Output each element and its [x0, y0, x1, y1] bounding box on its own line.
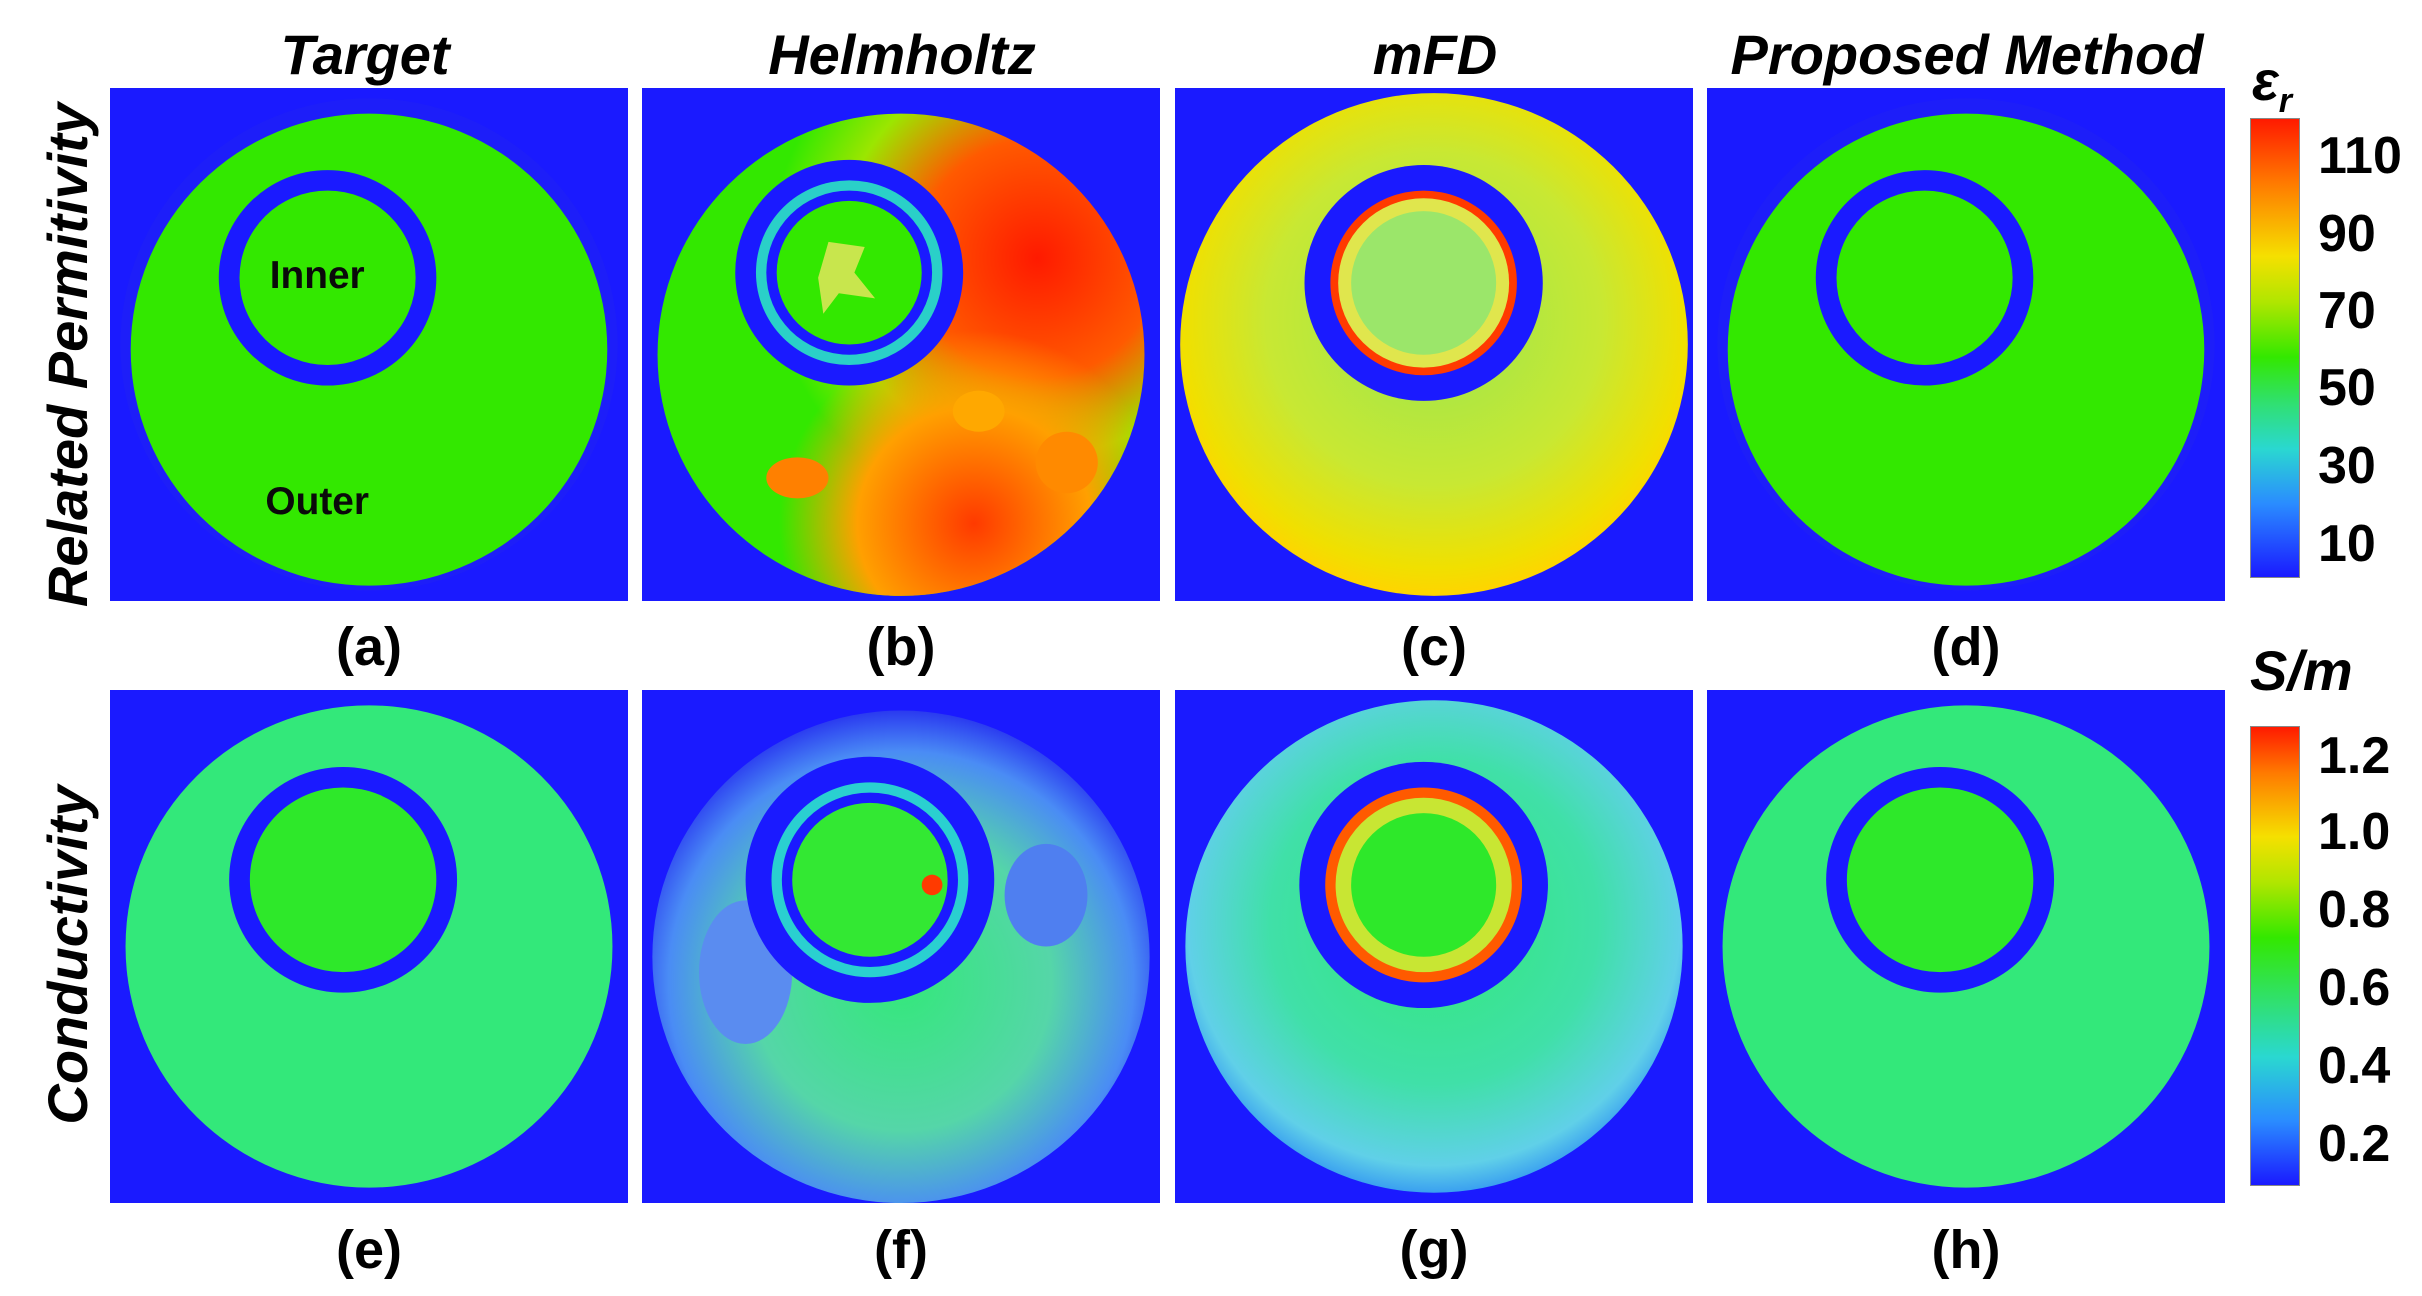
row-label-permittivity: Related Permitivity	[36, 102, 99, 608]
panel-label-a: (a)	[336, 617, 402, 677]
colorbar-tick: 1.2	[2318, 727, 2391, 785]
colorbar-title-subscript: r	[2278, 82, 2293, 121]
colorbar-tick: 0.2	[2318, 1115, 2391, 1173]
panel-b-helmholtz-permittivity	[642, 88, 1160, 601]
colorbar-title-symbol: ε	[2252, 49, 2279, 112]
column-title-proposed: Proposed Method	[1730, 23, 2204, 86]
colorbar-tick: 90	[2318, 205, 2376, 263]
panel-label-h: (h)	[1931, 1220, 2001, 1280]
panel-label-g: (g)	[1399, 1220, 1469, 1280]
colorbar-permittivity	[2250, 118, 2300, 578]
region-label-outer: Outer	[265, 480, 369, 523]
panel-label-d: (d)	[1931, 617, 2001, 677]
colorbar-title-conductivity: S/m	[2250, 639, 2353, 702]
panel-d-proposed-permittivity	[1707, 88, 2225, 601]
colorbar-tick: 0.4	[2318, 1037, 2391, 1095]
column-title-target: Target	[280, 23, 450, 86]
colorbar-tick: 30	[2318, 437, 2376, 495]
panel-label-b: (b)	[866, 617, 936, 677]
colorbar-tick: 50	[2318, 359, 2376, 417]
panel-label-f: (f)	[874, 1220, 928, 1280]
colorbar-tick: 70	[2318, 282, 2376, 340]
row-label-conductivity: Conductivity	[36, 785, 99, 1125]
colorbar-tick: 110	[2318, 127, 2402, 185]
panel-label-c: (c)	[1401, 617, 1467, 677]
colorbar-title-permittivity: εr	[2252, 48, 2292, 121]
colorbar-tick: 1.0	[2318, 803, 2391, 861]
panel-label-e: (e)	[336, 1220, 402, 1280]
panel-c-mfd-permittivity	[1175, 88, 1693, 601]
colorbar-tick: 0.6	[2318, 959, 2391, 1017]
panel-f-helmholtz-conductivity	[642, 690, 1160, 1203]
panel-a-target-permittivity: Inner Outer	[110, 88, 628, 601]
colorbar-tick: 10	[2318, 515, 2376, 573]
panel-g-mfd-conductivity	[1175, 690, 1693, 1203]
column-title-mfd: mFD	[1372, 23, 1498, 86]
colorbar-tick: 0.8	[2318, 881, 2391, 939]
panel-h-proposed-conductivity	[1707, 690, 2225, 1203]
region-label-inner: Inner	[270, 254, 365, 297]
panel-e-target-conductivity	[110, 690, 628, 1203]
column-title-helmholtz: Helmholtz	[768, 23, 1036, 86]
colorbar-conductivity	[2250, 726, 2300, 1186]
